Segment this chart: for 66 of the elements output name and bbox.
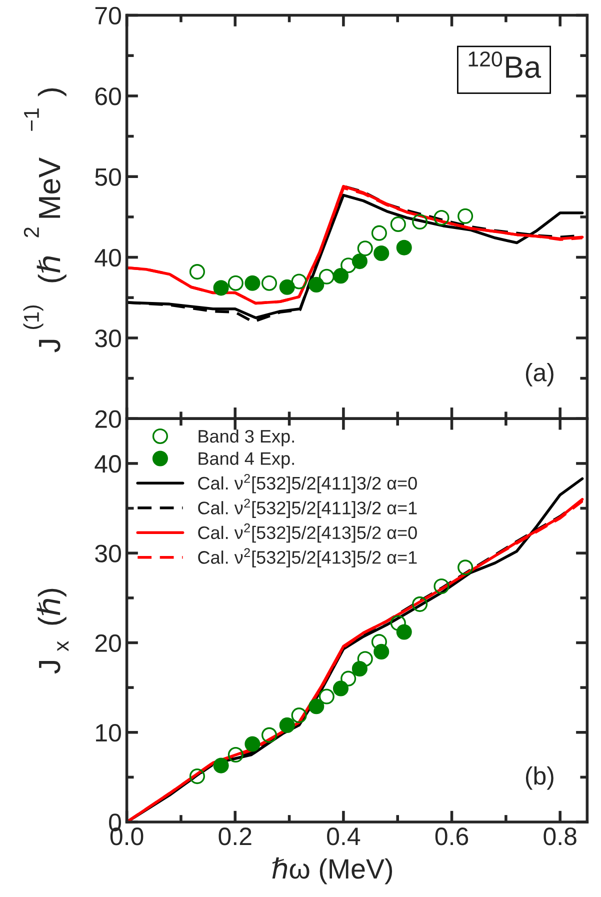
y-tick-label: 40 xyxy=(94,455,121,473)
annotation: (b) xyxy=(526,766,554,790)
point xyxy=(434,578,450,594)
point xyxy=(340,670,356,686)
x-tick-label: 0.4 xyxy=(327,828,360,846)
point xyxy=(291,708,307,724)
point xyxy=(374,245,390,262)
point xyxy=(371,634,387,650)
point xyxy=(228,747,244,763)
legend-label: Cal. ν$^{2}$[532]5/2[413]5/2 α=1 xyxy=(198,548,417,568)
x-axis-title: ℏω (MeV) xyxy=(272,857,392,884)
point xyxy=(458,208,474,224)
legend-label: Band 3 Exp. xyxy=(198,429,294,446)
point xyxy=(213,280,229,296)
legend-label: Cal. ν$^{2}$[532]5/2[411]3/2 α=1 xyxy=(198,498,417,518)
y-tick-label: 10 xyxy=(96,724,121,742)
y-tick-label: 30 xyxy=(95,330,121,348)
point xyxy=(352,254,368,270)
y-tick-label: 50 xyxy=(95,168,121,186)
point xyxy=(244,275,260,291)
point xyxy=(340,258,356,274)
legend-label: Cal. ν$^{2}$[532]5/2[413]5/2 α=0 xyxy=(198,523,417,543)
point xyxy=(308,276,324,292)
x-tick-label: 0.8 xyxy=(544,828,576,846)
annotation: (a) xyxy=(526,363,554,386)
point xyxy=(213,758,229,774)
point xyxy=(390,615,406,631)
point xyxy=(458,560,474,576)
point xyxy=(352,660,368,677)
point xyxy=(412,214,428,230)
y-axis-title: J(1) (ℏ2MeV−1) xyxy=(23,88,66,352)
point xyxy=(332,680,349,696)
y-tick-label: 20 xyxy=(95,410,121,428)
x-tick-label: 0.6 xyxy=(435,828,468,846)
point xyxy=(261,727,278,743)
point xyxy=(189,264,205,280)
y-tick-label: 70 xyxy=(95,6,121,25)
annotation: $^{120}$Ba xyxy=(468,51,542,78)
point xyxy=(318,268,334,284)
point xyxy=(261,275,278,291)
point xyxy=(228,275,244,291)
x-tick-label: 0.2 xyxy=(218,828,252,846)
point xyxy=(279,717,295,733)
legend-label: Cal. ν$^{2}$[532]5/2[411]3/2 α=0 xyxy=(198,474,417,494)
point xyxy=(371,225,387,241)
point xyxy=(332,268,349,284)
point xyxy=(396,240,412,256)
point xyxy=(279,279,295,295)
point xyxy=(308,698,324,714)
point xyxy=(434,210,450,226)
point xyxy=(374,644,390,660)
y-tick-label: 20 xyxy=(95,634,121,652)
point xyxy=(357,651,373,667)
point xyxy=(357,240,373,256)
point xyxy=(291,274,307,290)
point xyxy=(412,596,428,612)
point xyxy=(390,216,406,232)
legend-label: Band 4 Exp. xyxy=(198,452,294,469)
point xyxy=(318,688,334,704)
point xyxy=(244,736,260,752)
y-axis-title: Jx (ℏ) xyxy=(36,588,69,674)
point xyxy=(189,768,205,784)
y-tick-label: 60 xyxy=(95,88,121,106)
y-tick-label: 40 xyxy=(94,248,121,267)
y-tick-label: 30 xyxy=(95,544,121,562)
point xyxy=(396,624,412,640)
